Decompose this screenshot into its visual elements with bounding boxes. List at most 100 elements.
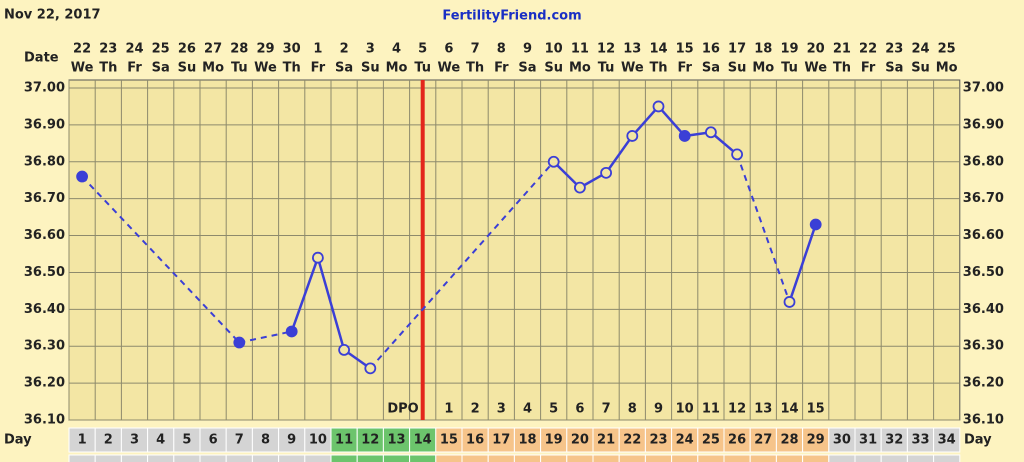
weekday-label: Tu <box>414 61 431 76</box>
weekday-label: Tu <box>781 61 798 76</box>
weekday-label: Th <box>466 61 484 76</box>
y-tick-label: 36.60 <box>24 228 65 243</box>
sub-cell <box>199 454 227 462</box>
date-label: 29 <box>256 42 274 57</box>
weekday-label: Mo <box>569 61 591 76</box>
date-label: 20 <box>807 42 825 57</box>
day-number: 2 <box>104 433 113 448</box>
y-tick-label-right: 37.00 <box>963 81 1004 96</box>
data-point <box>547 155 560 168</box>
date-label: 30 <box>283 42 301 57</box>
day-number: 16 <box>466 433 484 448</box>
sub-cell <box>330 454 358 462</box>
dpo-number: 3 <box>497 402 506 417</box>
date-label: 6 <box>444 42 453 57</box>
sub-cell <box>120 454 149 462</box>
data-point <box>809 218 822 231</box>
sub-cell <box>566 454 594 462</box>
dpo-number: 1 <box>444 402 453 417</box>
line-segment <box>631 105 660 137</box>
y-tick-label-right: 36.50 <box>963 265 1004 280</box>
day-cell <box>435 427 463 453</box>
day-number: 21 <box>597 433 615 448</box>
day-label-right: Day <box>964 433 992 448</box>
date-label: 15 <box>676 42 694 57</box>
day-number: 29 <box>807 433 825 448</box>
y-tick-label-right: 36.30 <box>963 339 1004 354</box>
day-cell <box>382 427 411 453</box>
sub-cell <box>749 454 777 462</box>
data-point <box>731 148 743 161</box>
date-label: 24 <box>125 42 143 57</box>
y-tick-label-right: 36.70 <box>963 191 1004 206</box>
date-label: 13 <box>623 42 641 57</box>
data-point <box>311 251 324 264</box>
day-number: 19 <box>545 433 563 448</box>
dpo-number: 7 <box>602 402 611 417</box>
sub-cell <box>409 454 437 462</box>
day-number: 18 <box>518 433 536 448</box>
sub-cell <box>356 454 384 462</box>
data-point <box>364 362 377 375</box>
date-label: Date <box>24 51 59 66</box>
sub-cell <box>382 454 411 462</box>
sub-cell <box>94 454 122 462</box>
weekday-label: We <box>804 61 827 76</box>
line-segment <box>316 257 346 351</box>
day-cell <box>147 427 175 453</box>
sub-cell <box>304 454 332 462</box>
dpo-label: DPO <box>387 402 418 417</box>
day-cell <box>304 427 332 453</box>
data-point <box>574 181 586 194</box>
dpo-number: 10 <box>676 402 694 417</box>
day-number: 20 <box>571 433 589 448</box>
y-tick-label-right: 36.10 <box>963 413 1004 428</box>
weekday-label: Th <box>833 61 851 76</box>
y-tick-label: 36.70 <box>24 191 65 206</box>
sub-cell <box>513 454 542 462</box>
day-number: 34 <box>938 433 956 448</box>
sub-cell <box>592 454 620 462</box>
line-segment <box>290 257 320 332</box>
day-number: 13 <box>387 433 405 448</box>
sub-cell <box>618 454 646 462</box>
weekday-label: Su <box>178 61 197 76</box>
date-label: 25 <box>938 42 956 57</box>
dpo-number: 5 <box>549 402 558 417</box>
sub-cell <box>487 454 515 462</box>
sub-cell <box>251 454 280 462</box>
day-cell <box>94 427 122 453</box>
weekday-label: Mo <box>752 61 774 76</box>
data-point <box>285 325 298 338</box>
date-label: 3 <box>366 42 375 57</box>
line-segment <box>552 160 581 189</box>
day-cell <box>880 427 908 453</box>
sub-cell <box>147 454 175 462</box>
date-label: 2 <box>340 42 349 57</box>
day-number: 31 <box>859 433 877 448</box>
day-cell <box>749 427 777 453</box>
day-cell <box>933 427 961 453</box>
data-point <box>783 296 796 308</box>
date-label: 5 <box>418 42 427 57</box>
day-number: 32 <box>885 433 903 448</box>
date-label: 19 <box>780 42 798 57</box>
sub-cell <box>461 454 489 462</box>
date-label: 17 <box>728 42 746 57</box>
date-label: 10 <box>545 42 563 57</box>
date-label: 21 <box>833 42 851 57</box>
date-label: 28 <box>230 42 248 57</box>
dpo-number: 15 <box>807 402 825 417</box>
sub-cell <box>775 454 804 462</box>
day-number: 8 <box>261 433 270 448</box>
day-label: Day <box>4 433 32 448</box>
day-number: 23 <box>649 433 667 448</box>
dpo-number: 8 <box>628 402 637 417</box>
data-point <box>652 100 665 113</box>
date-label: 18 <box>754 42 772 57</box>
y-tick-label-right: 36.20 <box>963 376 1004 391</box>
data-point <box>705 126 717 139</box>
y-tick-label: 36.10 <box>24 413 65 428</box>
y-tick-label-right: 36.40 <box>963 302 1004 317</box>
